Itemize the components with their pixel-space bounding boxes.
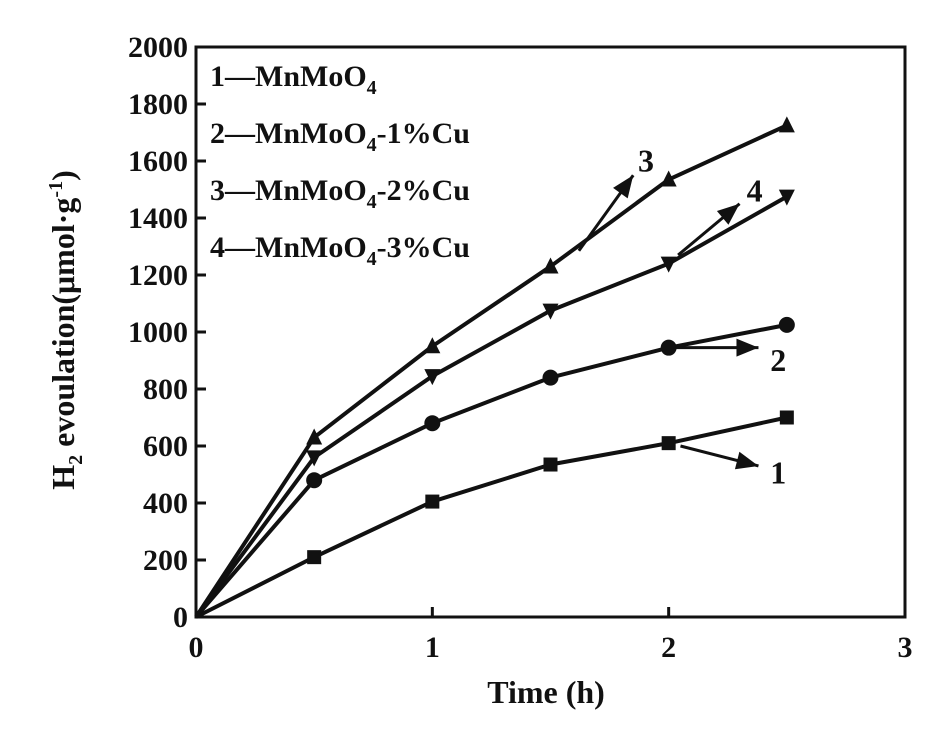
series-2-point <box>661 340 677 356</box>
series-3-point <box>424 337 440 353</box>
y-tick-label: 2000 <box>128 31 188 64</box>
series-3-point <box>779 116 795 132</box>
y-axis-label-main: H <box>45 465 81 490</box>
series-1-point <box>307 550 321 564</box>
callout-1: 1 <box>680 446 786 491</box>
legend-entry-subscript: 4 <box>367 77 377 99</box>
legend-entry-text: 2—MnMoO <box>210 117 367 150</box>
y-tick-label: 1000 <box>128 316 188 349</box>
y-tick-label: 400 <box>143 487 188 520</box>
legend-entry-1: 1—MnMoO4 <box>210 60 377 99</box>
legend-entry-text: 4—MnMoO <box>210 231 367 264</box>
legend-entry-text: 1—MnMoO <box>210 60 367 93</box>
callout-label: 2 <box>770 342 786 378</box>
x-tick-label: 3 <box>898 631 913 664</box>
x-tick-label: 0 <box>189 631 204 664</box>
series-1-point <box>425 495 439 509</box>
y-tick-label: 1400 <box>128 202 188 235</box>
series-2-point <box>543 370 559 386</box>
y-axis-label-sub: 2 <box>65 455 87 465</box>
series-2-point <box>779 317 795 333</box>
legend: 1—MnMoO42—MnMoO4-1%Cu3—MnMoO4-2%Cu4—MnMo… <box>210 60 470 270</box>
x-tick-label: 1 <box>425 631 440 664</box>
legend-entry-subscript: 4 <box>367 248 377 270</box>
legend-entry-suffix: -1%Cu <box>377 117 470 150</box>
chart: 0 200 400 600 800 1000 1200 1400 1600 1800 2000 0 1 2… <box>0 0 930 730</box>
legend-entry-4: 4—MnMoO4-3%Cu <box>210 231 470 270</box>
y-tick-label: 200 <box>143 544 188 577</box>
x-axis-label: Time (h) <box>487 674 605 710</box>
y-axis-label-close: ) <box>45 170 81 181</box>
series-4-point <box>424 369 440 385</box>
callout-label: 1 <box>770 455 786 491</box>
callout-arrow-head <box>735 452 759 469</box>
series-1-point <box>662 436 676 450</box>
y-tick-label: 800 <box>143 373 188 406</box>
x-tick-label: 2 <box>661 631 676 664</box>
series-1-point <box>780 411 794 425</box>
legend-entry-suffix: -3%Cu <box>377 231 470 264</box>
series-2-point <box>306 472 322 488</box>
legend-entry-subscript: 4 <box>367 134 377 156</box>
y-tick-label: 600 <box>143 430 188 463</box>
callout-arrow-head <box>736 339 758 357</box>
y-tick-label: 1200 <box>128 259 188 292</box>
legend-entry-suffix: -2%Cu <box>377 174 470 207</box>
y-tick-label: 1800 <box>128 88 188 121</box>
legend-entry-subscript: 4 <box>367 191 377 213</box>
series-2-point <box>424 415 440 431</box>
legend-entry-2: 2—MnMoO4-1%Cu <box>210 117 470 156</box>
y-axis-label: H2 evoulation(μmol·g-1) <box>45 170 87 489</box>
legend-entry-3: 3—MnMoO4-2%Cu <box>210 174 470 213</box>
callout-label: 4 <box>747 173 763 209</box>
callout-arrow-head <box>613 175 633 198</box>
callout-label: 3 <box>638 143 654 179</box>
series-1-point <box>544 458 558 472</box>
y-axis-label-sup: -1 <box>45 181 67 198</box>
y-tick-label: 0 <box>173 601 188 634</box>
callout-4: 4 <box>678 173 763 256</box>
legend-entry-text: 3—MnMoO <box>210 174 367 207</box>
y-axis-label-rest: evoulation(μmol·g <box>45 198 81 455</box>
y-tick-label: 1600 <box>128 145 188 178</box>
